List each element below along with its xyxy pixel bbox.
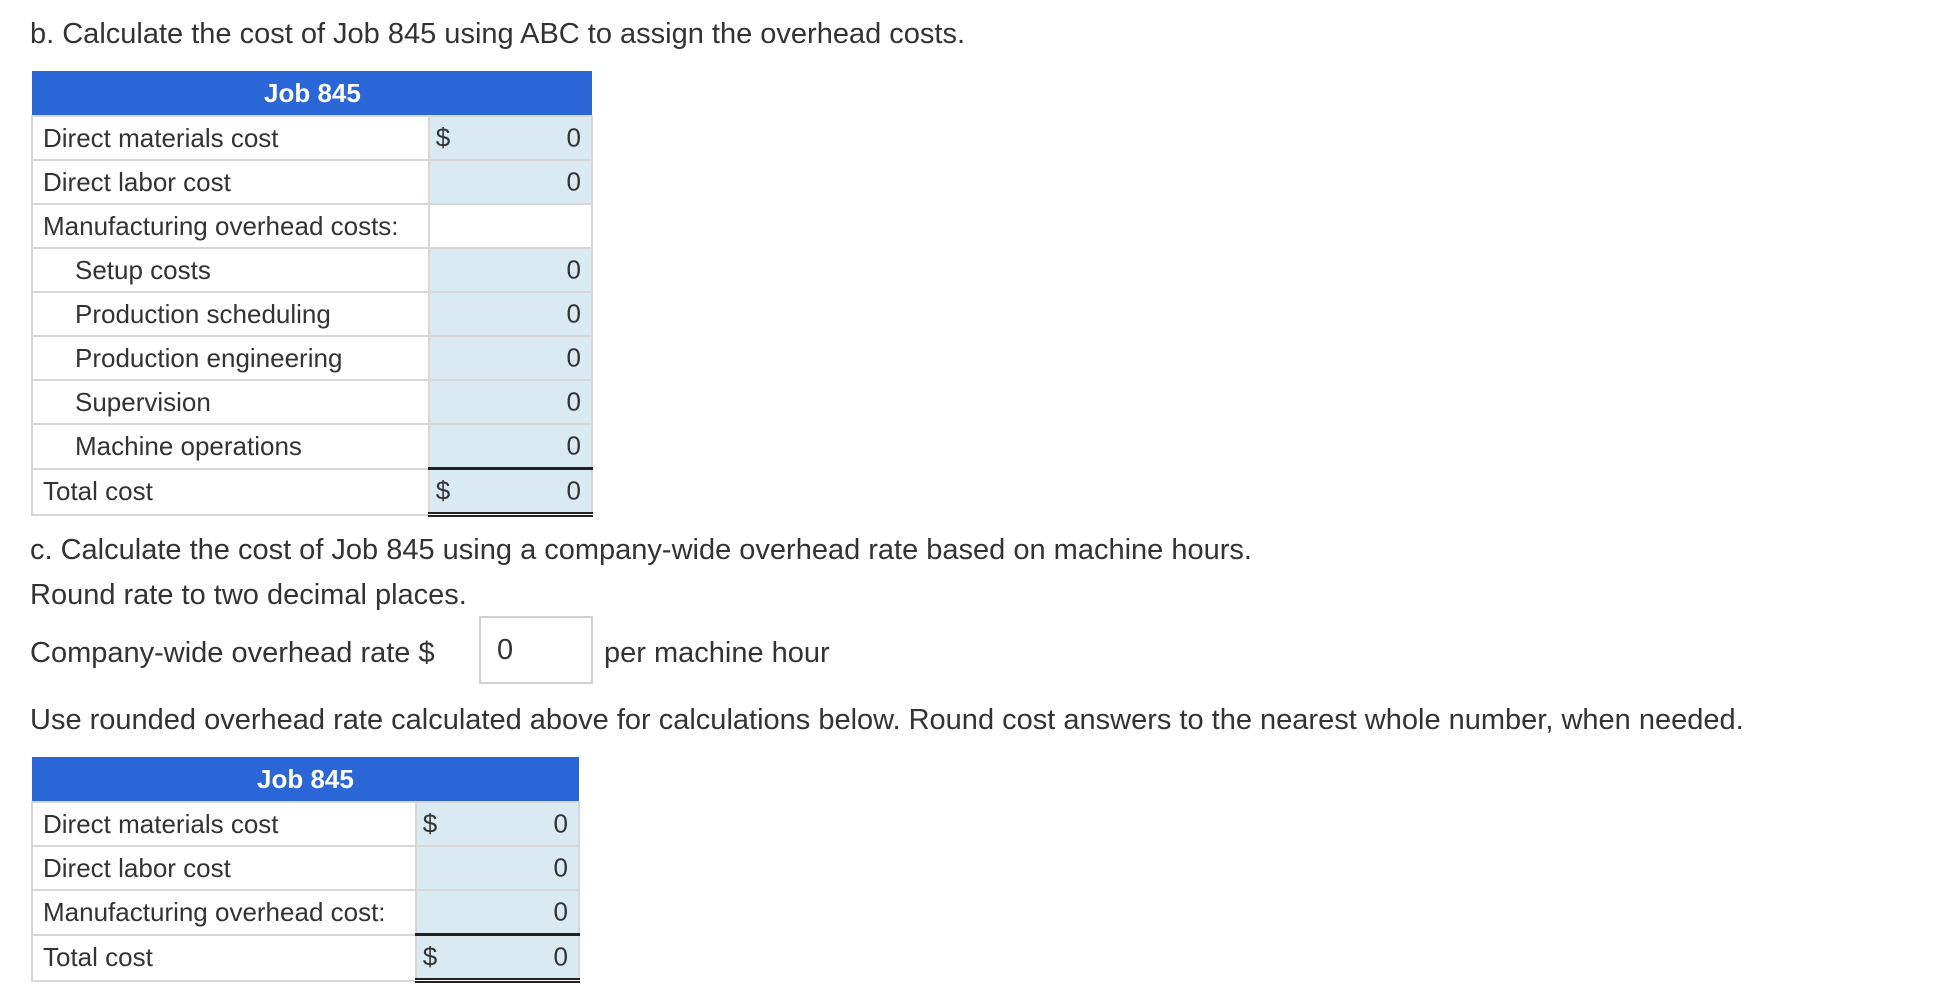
direct-labor-input[interactable]: 0 <box>427 159 594 205</box>
cell-value: 0 <box>566 122 581 153</box>
supervision-input[interactable]: 0 <box>427 379 594 425</box>
dollar-sign: $ <box>422 808 438 839</box>
table-row: Direct labor cost 0 <box>31 159 594 205</box>
table-row: Direct materials cost $0 <box>31 115 594 161</box>
row-label-supervision: Supervision <box>31 379 430 425</box>
rate-suffix: per machine hour <box>604 637 830 669</box>
row-label-direct-labor: Direct labor cost <box>31 159 430 205</box>
cell-value: 0 <box>553 808 568 839</box>
table-row: Supervision 0 <box>31 379 594 425</box>
production-engineering-input[interactable]: 0 <box>427 335 594 381</box>
cell-value: 0 <box>566 430 581 461</box>
direct-labor-input[interactable]: 0 <box>414 845 581 891</box>
table-row: Direct materials cost $0 <box>31 801 581 847</box>
cell-value: 0 <box>553 852 568 883</box>
dollar-sign: $ <box>435 122 451 153</box>
part-b-title: b. Calculate the cost of Job 845 using A… <box>30 18 966 50</box>
dollar-sign: $ <box>435 475 451 506</box>
row-label-mfg-overhead: Manufacturing overhead costs: <box>31 203 430 249</box>
row-label-total-cost: Total cost <box>31 467 430 516</box>
total-cost-input[interactable]: $0 <box>427 467 594 517</box>
table-row: Total cost $0 <box>31 467 594 517</box>
company-wide-rate-input[interactable] <box>479 616 593 684</box>
table-header-job: Job 845 <box>32 71 592 116</box>
production-scheduling-input[interactable]: 0 <box>427 291 594 337</box>
abc-job-cost-table: Job 845 Direct materials cost $0 Direct … <box>31 71 594 517</box>
table-row: Production engineering 0 <box>31 335 594 381</box>
table-header-row: Job 845 <box>32 757 579 802</box>
direct-materials-input[interactable]: $0 <box>414 801 581 847</box>
total-cost-input[interactable]: $0 <box>414 933 581 983</box>
row-label-total-cost: Total cost <box>31 933 417 982</box>
cell-value: 0 <box>566 386 581 417</box>
cell-value: 0 <box>553 896 568 927</box>
cell-value: 0 <box>553 941 568 972</box>
setup-costs-input[interactable]: 0 <box>427 247 594 293</box>
dollar-sign: $ <box>422 941 438 972</box>
cell-value: 0 <box>566 298 581 329</box>
part-c-note: Use rounded overhead rate calculated abo… <box>30 704 1744 736</box>
mfg-overhead-input[interactable]: 0 <box>414 889 581 936</box>
cell-value: 0 <box>566 475 581 506</box>
table-header-job: Job 845 <box>32 757 579 802</box>
mfg-overhead-blank-cell <box>427 203 594 249</box>
direct-materials-input[interactable]: $0 <box>427 115 594 161</box>
table-row: Setup costs 0 <box>31 247 594 293</box>
row-label-setup-costs: Setup costs <box>31 247 430 293</box>
row-label-machine-operations: Machine operations <box>31 423 430 470</box>
row-label-production-scheduling: Production scheduling <box>31 291 430 337</box>
table-row: Machine operations 0 <box>31 423 594 470</box>
table-row: Production scheduling 0 <box>31 291 594 337</box>
table-header-row: Job 845 <box>32 71 592 116</box>
table-row: Total cost $0 <box>31 933 581 983</box>
cell-value: 0 <box>566 254 581 285</box>
cell-value: 0 <box>566 342 581 373</box>
row-label-direct-materials: Direct materials cost <box>31 801 417 847</box>
row-label-production-engineering: Production engineering <box>31 335 430 381</box>
machine-operations-input[interactable]: 0 <box>427 423 594 470</box>
table-row: Direct labor cost 0 <box>31 845 581 891</box>
cell-value: 0 <box>566 166 581 197</box>
table-row: Manufacturing overhead cost: 0 <box>31 889 581 936</box>
row-label-mfg-overhead: Manufacturing overhead cost: <box>31 889 417 936</box>
part-c-instruction: Round rate to two decimal places. <box>30 579 467 611</box>
part-c-title: c. Calculate the cost of Job 845 using a… <box>30 534 1252 566</box>
rate-label: Company-wide overhead rate $ <box>30 637 435 669</box>
row-label-direct-materials: Direct materials cost <box>31 115 430 161</box>
table-row: Manufacturing overhead costs: <box>31 203 594 249</box>
plantwide-job-cost-table: Job 845 Direct materials cost $0 Direct … <box>31 757 581 983</box>
row-label-direct-labor: Direct labor cost <box>31 845 417 891</box>
